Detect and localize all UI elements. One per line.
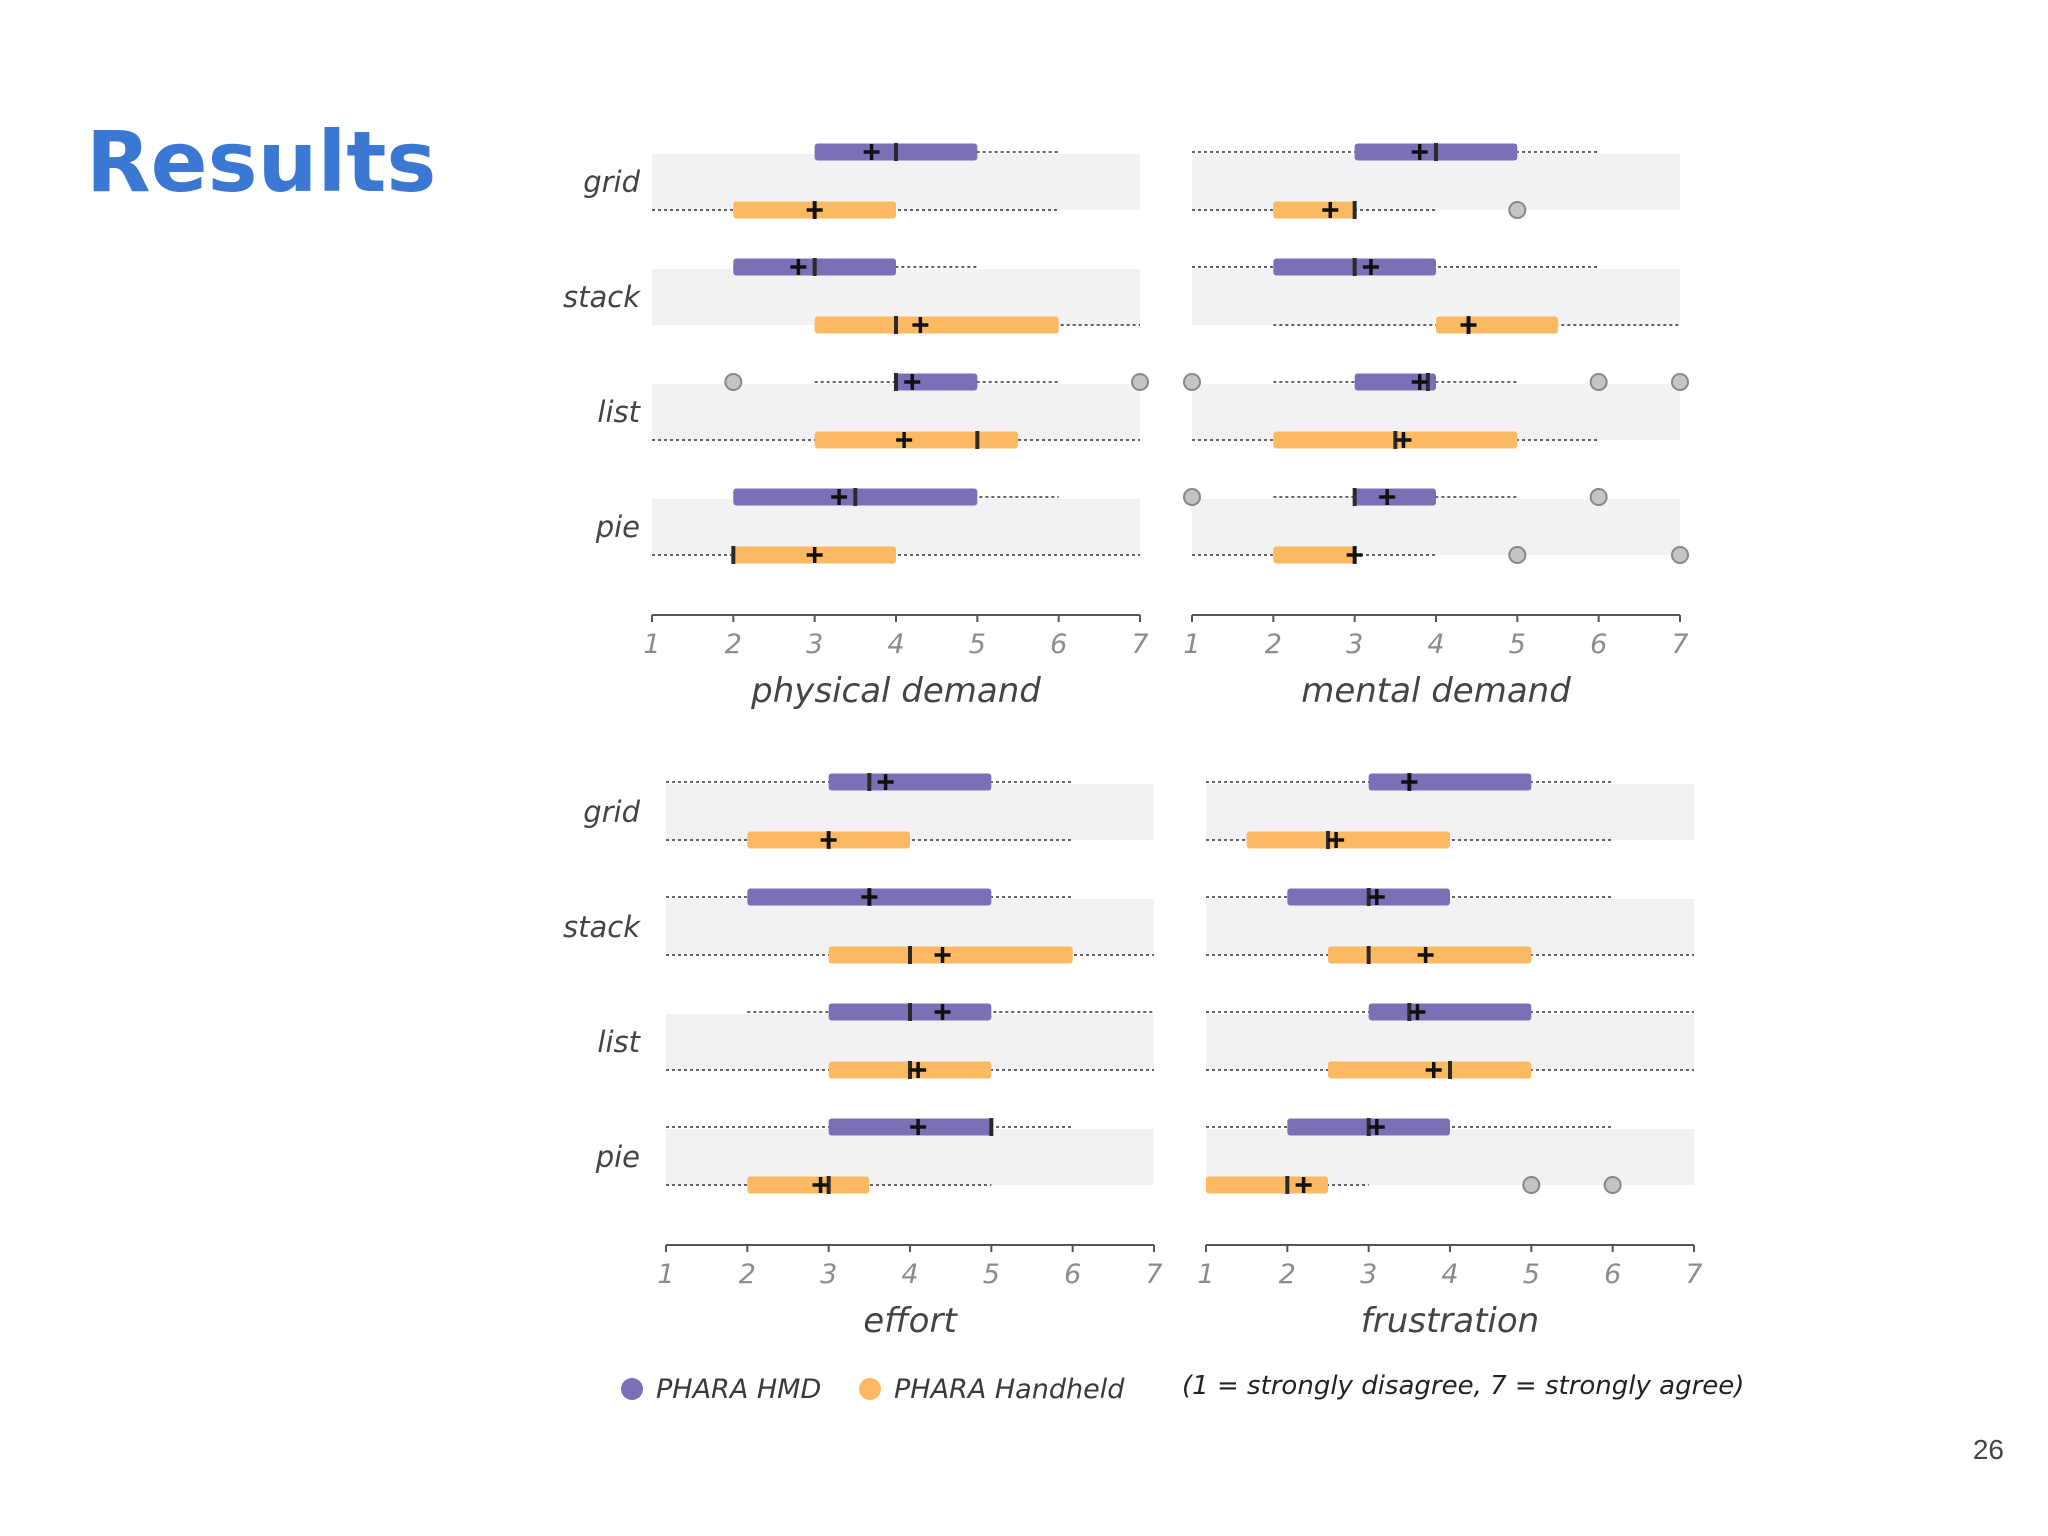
tick-label: 5	[1509, 629, 1526, 660]
box-iqr	[1273, 546, 1355, 564]
tick-label: 2	[1279, 1259, 1296, 1290]
tick-label: 2	[1265, 629, 1282, 660]
outlier-point	[1508, 201, 1527, 219]
category-label-list: list	[597, 1025, 641, 1059]
category-label-stack: stack	[563, 910, 641, 944]
axis-title-mental-demand: mental demand	[1301, 671, 1571, 711]
row-band	[652, 384, 1140, 440]
box-iqr	[828, 946, 1073, 964]
tick-label: 1	[1183, 629, 1200, 660]
box-iqr	[814, 316, 1059, 334]
tick-label: 1	[643, 629, 660, 660]
tick-label: 7	[1671, 629, 1688, 660]
outlier-point	[1589, 488, 1608, 506]
tick-label: 2	[725, 629, 742, 660]
box-iqr	[1368, 773, 1532, 791]
row-band	[1206, 899, 1694, 955]
row-band	[1206, 1129, 1694, 1185]
legend-dot-phara-handheld	[859, 1378, 881, 1400]
tick-label: 2	[739, 1259, 756, 1290]
outlier-point	[1671, 546, 1689, 564]
outlier-point	[1183, 373, 1201, 391]
category-label-pie: pie	[595, 510, 640, 544]
outlier-point	[1589, 373, 1608, 391]
scale-note: (1 = strongly disagree, 7 = strongly agr…	[1182, 1371, 1744, 1401]
box-iqr	[828, 773, 992, 791]
row-band	[666, 1014, 1154, 1070]
outlier-point	[1603, 1176, 1622, 1194]
tick-label: 3	[1360, 1259, 1377, 1290]
tick-label: 6	[1050, 629, 1067, 660]
axis-title-effort: effort	[863, 1301, 958, 1341]
row-band	[1206, 784, 1694, 840]
box-iqr	[1273, 201, 1355, 219]
outlier-point	[1671, 373, 1689, 391]
tick-label: 6	[1590, 629, 1607, 660]
row-band	[652, 499, 1140, 555]
box-iqr	[747, 1176, 870, 1194]
box-iqr	[1354, 373, 1436, 391]
axis-title-frustration: frustration	[1361, 1301, 1539, 1341]
row-band	[666, 784, 1154, 840]
tick-label: 4	[887, 629, 904, 660]
box-iqr	[1436, 316, 1558, 334]
legend-label-phara-handheld: PHARA Handheld	[894, 1374, 1125, 1405]
row-band	[652, 154, 1140, 210]
box-iqr	[828, 1118, 992, 1136]
tick-label: 3	[1346, 629, 1363, 660]
tick-label: 5	[1523, 1259, 1540, 1290]
row-band	[1192, 384, 1680, 440]
box-iqr	[1206, 1176, 1328, 1194]
box-iqr	[896, 373, 978, 391]
row-band	[652, 269, 1140, 325]
row-band	[666, 899, 1154, 955]
category-label-list: list	[597, 395, 641, 429]
tick-label: 3	[806, 629, 823, 660]
outlier-point	[1131, 373, 1149, 391]
legend-dot-phara-hmd	[621, 1378, 643, 1400]
tick-label: 4	[1441, 1259, 1458, 1290]
row-band	[1206, 1014, 1694, 1070]
row-band	[666, 1129, 1154, 1185]
box-iqr	[1368, 1003, 1532, 1021]
tick-label: 6	[1604, 1259, 1621, 1290]
tick-label: 4	[1427, 629, 1444, 660]
category-label-stack: stack	[563, 280, 641, 314]
tick-label: 3	[820, 1259, 837, 1290]
row-band	[1192, 154, 1680, 210]
tick-label: 7	[1685, 1259, 1702, 1290]
outlier-point	[1183, 488, 1201, 506]
outlier-point	[1522, 1176, 1541, 1194]
slide-title: Results	[86, 113, 437, 211]
box-iqr	[1246, 831, 1450, 849]
slide-number: 26	[1972, 1434, 2004, 1465]
category-label-grid: grid	[583, 795, 640, 829]
tick-label: 1	[1197, 1259, 1214, 1290]
legend-label-phara-hmd: PHARA HMD	[656, 1374, 821, 1405]
outlier-point	[724, 373, 743, 391]
tick-label: 6	[1064, 1259, 1081, 1290]
tick-label: 7	[1131, 629, 1148, 660]
outlier-point	[1508, 546, 1527, 564]
tick-label: 5	[969, 629, 986, 660]
row-band	[1192, 499, 1680, 555]
axis-title-physical-demand: physical demand	[750, 671, 1041, 711]
row-band	[1192, 269, 1680, 325]
tick-label: 1	[657, 1259, 674, 1290]
tick-label: 5	[983, 1259, 1000, 1290]
tick-label: 7	[1145, 1259, 1162, 1290]
category-label-pie: pie	[595, 1140, 640, 1174]
box-iqr	[1354, 488, 1436, 506]
box-iqr	[814, 431, 1018, 449]
category-label-grid: grid	[583, 165, 640, 199]
tick-label: 4	[901, 1259, 918, 1290]
